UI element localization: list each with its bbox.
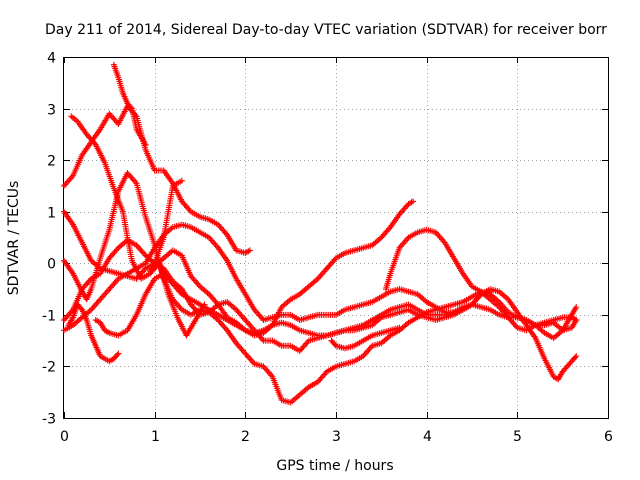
data-point — [487, 288, 494, 295]
series-s7 — [65, 301, 122, 365]
y-tick-label: -2 — [42, 360, 56, 376]
series-s11 — [110, 61, 149, 148]
y-tick-label: 4 — [47, 51, 56, 67]
y-tick-label: -1 — [42, 309, 56, 325]
x-tick-label: 4 — [423, 429, 432, 445]
plot-frame — [63, 57, 609, 419]
y-tick-label: 0 — [47, 257, 56, 273]
x-tick-label: 6 — [604, 429, 613, 445]
x-tick-label: 1 — [151, 429, 160, 445]
x-tick-label: 2 — [241, 429, 250, 445]
y-axis-label: SDTVAR / TECUs — [6, 181, 22, 296]
data-point — [410, 198, 417, 205]
series-s4 — [61, 170, 580, 406]
data-point — [396, 324, 403, 331]
data-point — [142, 141, 149, 148]
y-tick-label: 1 — [47, 206, 56, 222]
series-s8 — [92, 198, 417, 339]
data-point — [127, 104, 134, 111]
data-marks — [61, 61, 580, 406]
x-axis-label: GPS time / hours — [276, 458, 393, 474]
data-point — [573, 317, 580, 324]
data-point — [178, 177, 185, 184]
series-s9 — [147, 247, 494, 339]
data-point — [573, 353, 580, 360]
data-point — [114, 351, 121, 358]
series-s3 — [61, 102, 253, 256]
series-s12 — [328, 324, 403, 352]
y-tick-label: -3 — [42, 412, 56, 428]
y-tick-label: 2 — [47, 154, 56, 170]
y-tick-label: 3 — [47, 103, 56, 119]
x-tick-label: 5 — [513, 429, 522, 445]
data-point — [572, 354, 579, 361]
data-point — [573, 304, 580, 311]
data-point — [78, 305, 84, 312]
x-tick-label: 0 — [60, 429, 69, 445]
data-point — [246, 247, 253, 254]
chart-title: Day 211 of 2014, Sidereal Day-to-day VTE… — [45, 22, 607, 38]
data-point — [150, 264, 157, 271]
data-point — [115, 350, 122, 357]
x-tick-label: 3 — [332, 429, 341, 445]
series-s10 — [382, 226, 580, 334]
